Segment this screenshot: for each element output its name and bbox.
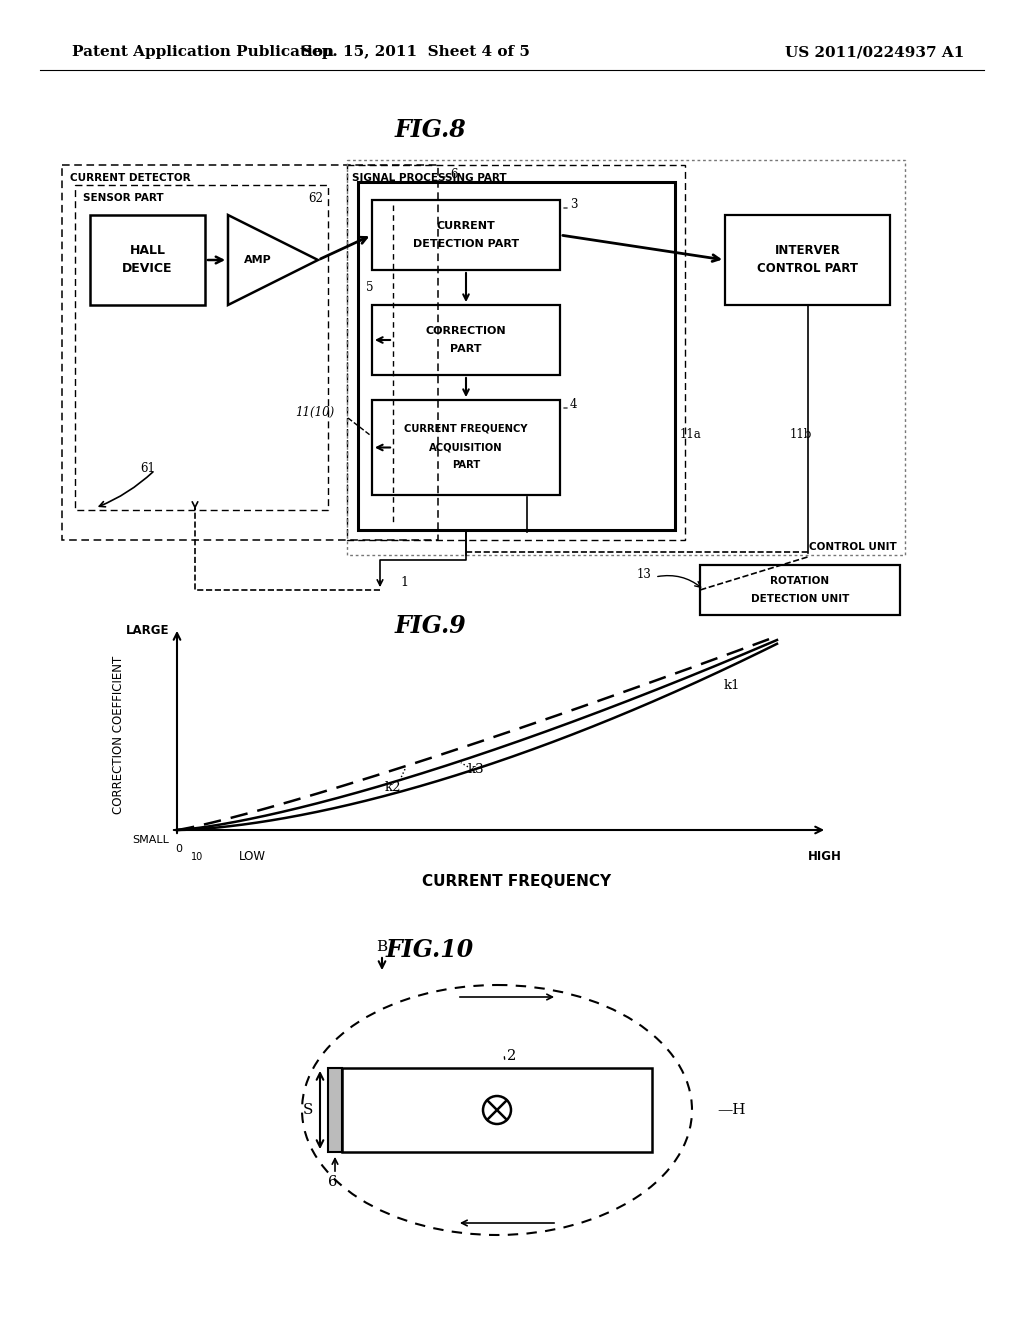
Text: DETECTION PART: DETECTION PART bbox=[413, 239, 519, 249]
Text: CURRENT DETECTOR: CURRENT DETECTOR bbox=[70, 173, 190, 183]
Text: 2: 2 bbox=[507, 1049, 516, 1063]
Text: PART: PART bbox=[452, 461, 480, 470]
FancyBboxPatch shape bbox=[328, 1068, 342, 1152]
Text: 11a: 11a bbox=[680, 429, 701, 441]
Text: k2: k2 bbox=[385, 781, 401, 793]
Text: 13: 13 bbox=[637, 569, 652, 582]
Text: B: B bbox=[377, 940, 387, 954]
Text: 5: 5 bbox=[366, 281, 374, 294]
Text: CONTROL PART: CONTROL PART bbox=[757, 263, 858, 276]
Text: ACQUISITION: ACQUISITION bbox=[429, 442, 503, 453]
Text: k1: k1 bbox=[724, 680, 740, 693]
Text: DEVICE: DEVICE bbox=[122, 263, 173, 276]
Text: 1: 1 bbox=[400, 577, 408, 590]
Text: LARGE: LARGE bbox=[126, 623, 169, 636]
FancyBboxPatch shape bbox=[342, 1068, 652, 1152]
Text: CORRECTION: CORRECTION bbox=[426, 326, 506, 337]
Text: ROTATION: ROTATION bbox=[770, 576, 829, 586]
Text: 4: 4 bbox=[570, 399, 578, 412]
Text: 6: 6 bbox=[450, 169, 458, 181]
Text: k3: k3 bbox=[468, 763, 484, 776]
Text: 3: 3 bbox=[570, 198, 578, 211]
Text: INTERVER: INTERVER bbox=[774, 244, 841, 257]
Text: 61: 61 bbox=[140, 462, 155, 474]
Text: 10: 10 bbox=[190, 851, 203, 862]
Text: SIGNAL PROCESSING PART: SIGNAL PROCESSING PART bbox=[352, 173, 507, 183]
Text: 0: 0 bbox=[175, 843, 182, 854]
Text: FIG.10: FIG.10 bbox=[386, 939, 474, 962]
Text: FIG.8: FIG.8 bbox=[394, 117, 466, 143]
Text: Sep. 15, 2011  Sheet 4 of 5: Sep. 15, 2011 Sheet 4 of 5 bbox=[301, 45, 529, 59]
Text: Patent Application Publication: Patent Application Publication bbox=[72, 45, 334, 59]
Text: CONTROL UNIT: CONTROL UNIT bbox=[809, 543, 897, 552]
Text: 11b: 11b bbox=[790, 429, 812, 441]
Text: LOW: LOW bbox=[239, 850, 265, 863]
Text: CURRENT FREQUENCY: CURRENT FREQUENCY bbox=[423, 874, 611, 890]
Text: PART: PART bbox=[451, 345, 481, 354]
Text: FIG.9: FIG.9 bbox=[394, 614, 466, 638]
Text: SMALL: SMALL bbox=[132, 836, 169, 845]
Ellipse shape bbox=[302, 985, 692, 1236]
Text: HIGH: HIGH bbox=[808, 850, 842, 863]
Text: SENSOR PART: SENSOR PART bbox=[83, 193, 164, 203]
Text: CURRENT: CURRENT bbox=[436, 220, 496, 231]
Text: US 2011/0224937 A1: US 2011/0224937 A1 bbox=[785, 45, 965, 59]
Text: CURRENT FREQUENCY: CURRENT FREQUENCY bbox=[404, 424, 527, 433]
Text: S: S bbox=[303, 1104, 313, 1117]
Text: 11(10): 11(10) bbox=[295, 405, 334, 418]
Text: 62: 62 bbox=[308, 191, 323, 205]
Text: DETECTION UNIT: DETECTION UNIT bbox=[751, 594, 849, 605]
Text: HALL: HALL bbox=[129, 244, 166, 257]
Text: —H: —H bbox=[717, 1104, 745, 1117]
Text: CORRECTION COEFFICIENT: CORRECTION COEFFICIENT bbox=[113, 656, 126, 814]
Text: AMP: AMP bbox=[244, 255, 272, 265]
Text: 6: 6 bbox=[329, 1175, 338, 1189]
